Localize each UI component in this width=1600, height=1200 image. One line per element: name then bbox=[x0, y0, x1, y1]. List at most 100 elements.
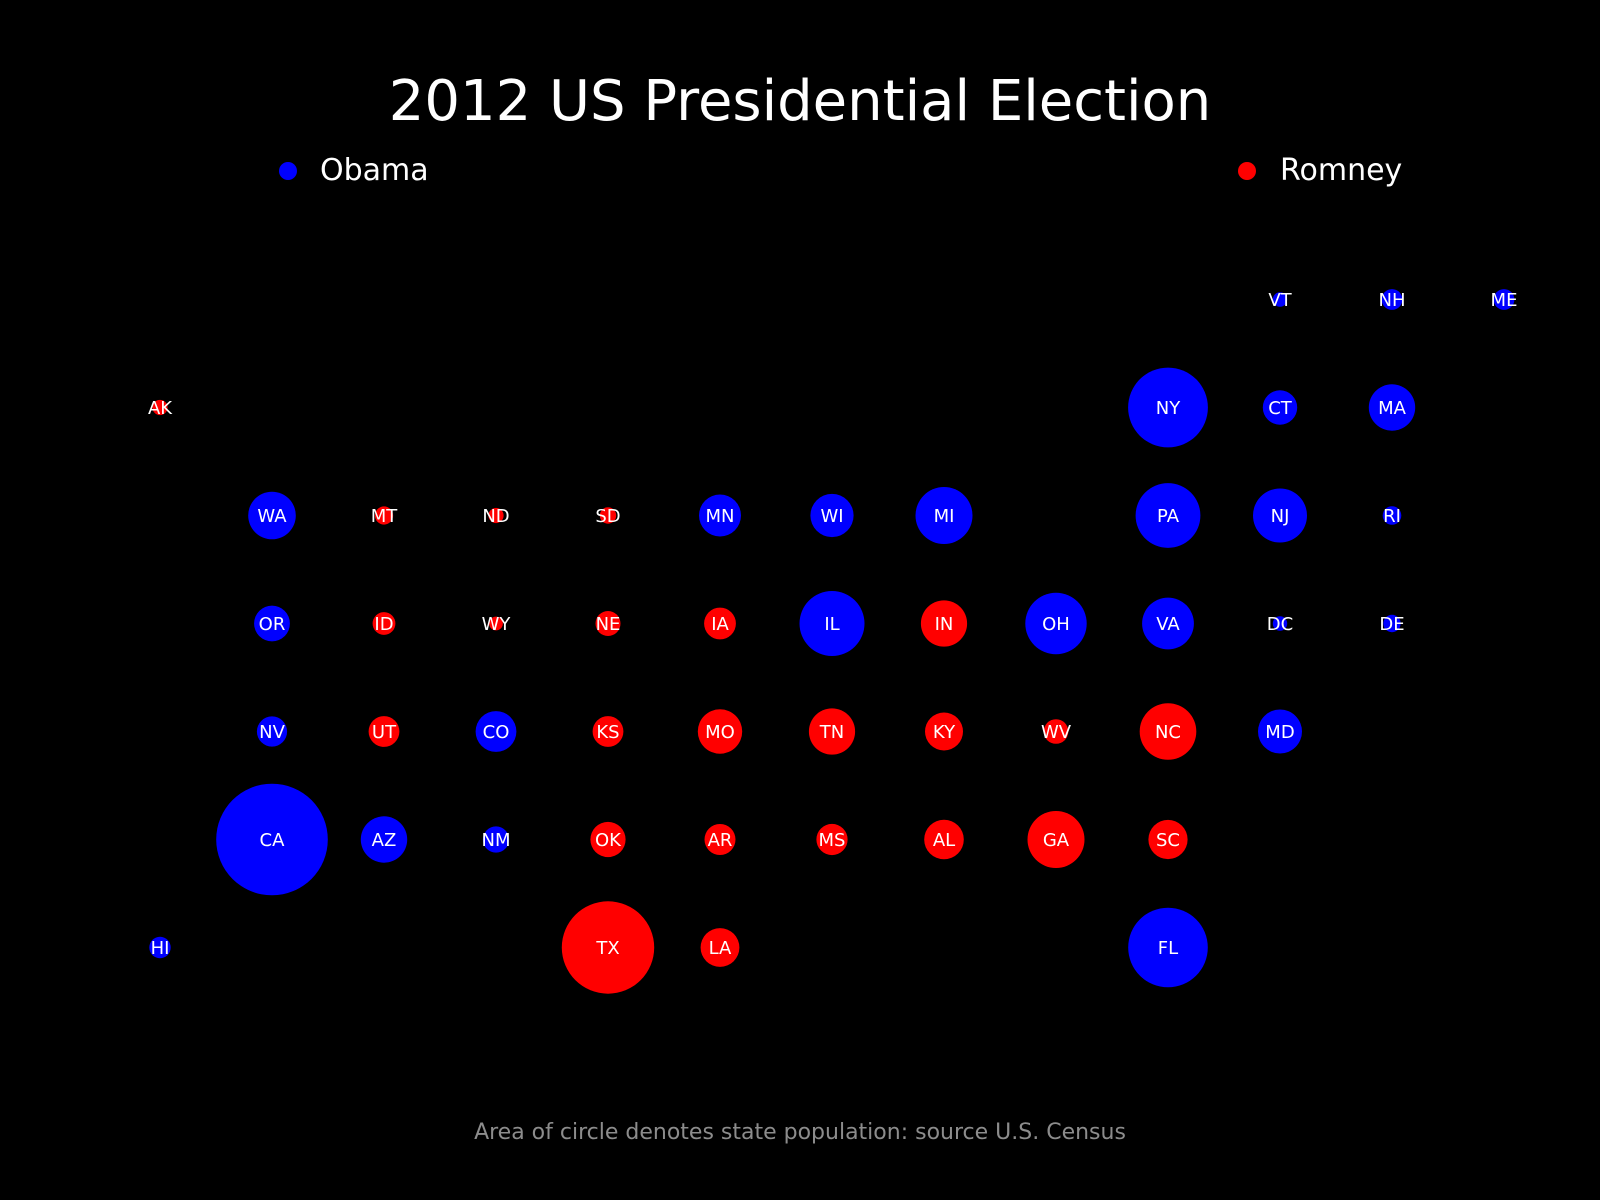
source-note: Area of circle denotes state population:… bbox=[474, 1120, 1126, 1145]
state-bubble-wv bbox=[1043, 719, 1069, 744]
state-bubble-nv bbox=[256, 716, 288, 747]
state-bubble-me bbox=[1493, 289, 1515, 310]
state-label-id: ID bbox=[374, 614, 393, 635]
state-label-az: AZ bbox=[372, 830, 397, 851]
state-label-in: IN bbox=[935, 614, 954, 635]
state-label-wy: WY bbox=[482, 614, 512, 635]
state-label-ms: MS bbox=[819, 830, 846, 851]
state-label-oh: OH bbox=[1042, 614, 1070, 635]
state-bubble-ca bbox=[216, 783, 328, 896]
state-bubble-mo bbox=[697, 709, 743, 754]
state-label-ky: KY bbox=[933, 722, 956, 743]
state-label-ok: OK bbox=[595, 830, 622, 851]
state-bubble-id bbox=[372, 612, 396, 635]
state-bubble-nc bbox=[1139, 703, 1197, 760]
state-bubble-ut bbox=[368, 716, 400, 747]
legend-label-romney: Romney bbox=[1280, 153, 1402, 188]
state-bubble-sd bbox=[599, 507, 617, 524]
state-label-de: DE bbox=[1379, 614, 1404, 635]
state-label-wi: WI bbox=[820, 506, 843, 527]
state-bubble-ky bbox=[925, 712, 963, 751]
state-bubble-ri bbox=[1382, 506, 1402, 525]
state-bubble-ct bbox=[1262, 390, 1298, 425]
state-label-ks: KS bbox=[596, 722, 619, 743]
state-bubble-fl bbox=[1128, 907, 1208, 988]
state-bubble-hi bbox=[149, 936, 171, 959]
state-bubble-va bbox=[1142, 597, 1194, 650]
state-bubble-mi bbox=[915, 487, 973, 544]
state-bubble-mn bbox=[699, 494, 741, 537]
state-label-ri: RI bbox=[1383, 506, 1401, 527]
state-bubble-nj bbox=[1253, 488, 1307, 543]
state-bubble-il bbox=[799, 591, 865, 656]
state-label-wv: WV bbox=[1041, 722, 1072, 743]
state-bubble-ga bbox=[1027, 811, 1085, 868]
state-label-mi: MI bbox=[934, 506, 955, 527]
state-label-nm: NM bbox=[482, 830, 511, 851]
state-label-md: MD bbox=[1265, 722, 1294, 743]
state-label-fl: FL bbox=[1158, 938, 1178, 959]
state-bubble-md bbox=[1258, 709, 1302, 754]
state-bubble-nh bbox=[1381, 289, 1403, 310]
state-bubble-oh bbox=[1025, 592, 1087, 655]
state-bubble-sc bbox=[1148, 819, 1188, 860]
state-label-pa: PA bbox=[1157, 506, 1180, 527]
state-label-ne: NE bbox=[596, 614, 621, 635]
state-bubble-nm bbox=[482, 826, 510, 853]
state-label-nj: NJ bbox=[1271, 506, 1290, 527]
state-bubble-co bbox=[475, 711, 517, 752]
state-label-nc: NC bbox=[1155, 722, 1181, 743]
state-label-sc: SC bbox=[1156, 830, 1180, 851]
state-label-mt: MT bbox=[371, 506, 399, 527]
state-label-al: AL bbox=[933, 830, 955, 851]
state-bubble-wa bbox=[248, 491, 296, 540]
state-label-va: VA bbox=[1156, 614, 1180, 635]
state-label-tn: TN bbox=[819, 722, 844, 743]
state-label-tx: TX bbox=[595, 938, 619, 959]
legend-marker-romney bbox=[1238, 162, 1256, 180]
state-label-or: OR bbox=[259, 614, 286, 635]
state-bubble-mt bbox=[374, 506, 394, 525]
state-bubble-ok bbox=[590, 821, 626, 858]
state-label-nh: NH bbox=[1379, 290, 1406, 311]
state-bubble-tn bbox=[808, 708, 856, 755]
state-label-ma: MA bbox=[1378, 398, 1407, 419]
state-label-mo: MO bbox=[705, 722, 735, 743]
state-bubble-ak bbox=[152, 399, 168, 416]
state-bubble-ny bbox=[1128, 367, 1208, 448]
chart-title: 2012 US Presidential Election bbox=[389, 69, 1212, 134]
state-label-ut: UT bbox=[372, 722, 397, 743]
state-bubble-ma bbox=[1368, 384, 1416, 431]
state-bubbles: VT NH ME AK NY CT MA WA MT ND SD MN WI MI PA NJ RI OR ID WY… bbox=[148, 289, 1518, 994]
state-label-ga: GA bbox=[1043, 830, 1070, 851]
state-bubble-vt bbox=[1272, 292, 1288, 307]
state-bubble-ne bbox=[595, 611, 621, 636]
state-bubble-or bbox=[254, 605, 290, 642]
state-label-co: CO bbox=[483, 722, 510, 743]
state-label-dc: DC bbox=[1267, 614, 1293, 635]
state-label-ny: NY bbox=[1156, 398, 1181, 419]
legend: Obama Romney bbox=[279, 153, 1402, 188]
state-bubble-nd bbox=[488, 507, 504, 524]
state-label-ia: IA bbox=[711, 614, 729, 635]
legend-marker-obama bbox=[279, 162, 297, 180]
state-label-mn: MN bbox=[706, 506, 735, 527]
state-label-ak: AK bbox=[148, 398, 173, 419]
state-bubble-wi bbox=[810, 493, 854, 538]
state-bubble-in bbox=[920, 600, 968, 647]
legend-label-obama: Obama bbox=[320, 153, 429, 188]
state-label-ar: AR bbox=[708, 830, 733, 851]
state-label-me: ME bbox=[1491, 290, 1518, 311]
state-bubble-ar bbox=[704, 824, 736, 855]
state-bubble-de bbox=[1383, 614, 1401, 633]
state-bubble-tx bbox=[561, 901, 655, 994]
state-label-sd: SD bbox=[595, 506, 620, 527]
state-bubble-ms bbox=[816, 823, 848, 856]
state-label-ct: CT bbox=[1268, 398, 1293, 419]
state-label-la: LA bbox=[709, 938, 732, 959]
state-label-il: IL bbox=[824, 614, 839, 635]
state-label-nv: NV bbox=[259, 722, 285, 743]
state-label-vt: VT bbox=[1268, 290, 1292, 311]
state-bubble-la bbox=[700, 928, 740, 967]
